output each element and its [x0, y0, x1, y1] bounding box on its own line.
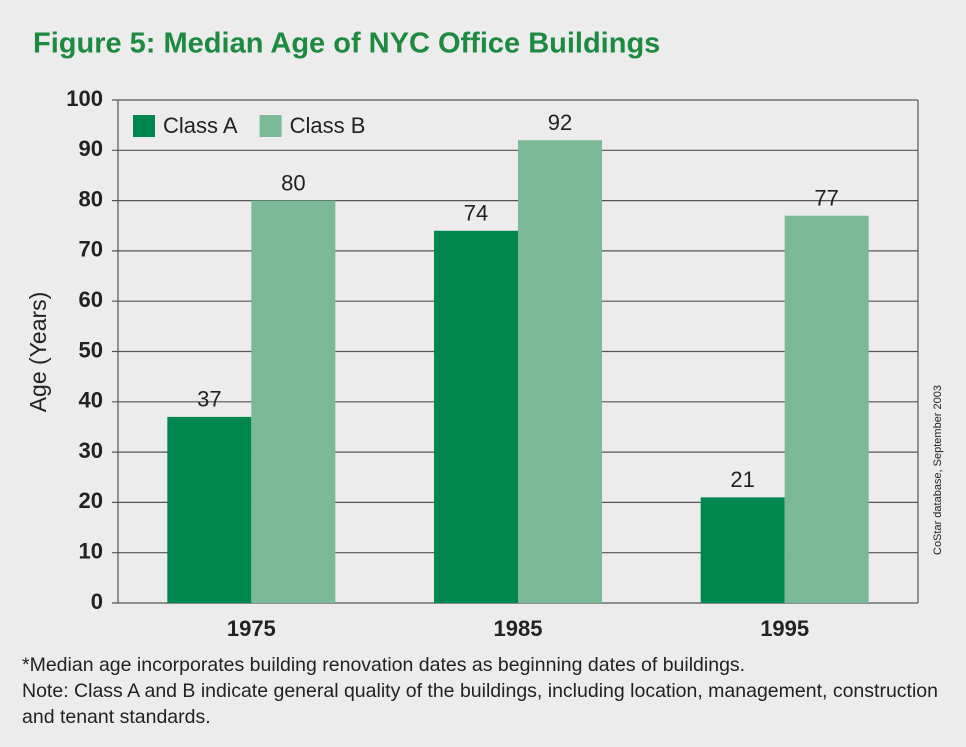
- source-note: CoStar database, September 2003: [932, 385, 944, 555]
- y-tick-label: 70: [79, 237, 103, 262]
- notes: *Median age incorporates building renova…: [22, 652, 957, 730]
- bar: [167, 416, 252, 603]
- y-tick-label: 0: [91, 589, 103, 614]
- data-label: 74: [464, 201, 488, 226]
- bar: [518, 140, 602, 604]
- y-tick-label: 20: [79, 488, 103, 513]
- bar: [784, 215, 869, 603]
- y-tick-label: 80: [79, 186, 103, 211]
- y-tick-label: 100: [66, 86, 103, 111]
- y-tick-label: 90: [79, 136, 103, 161]
- y-tick-label: 40: [79, 388, 103, 413]
- y-tick-label: 60: [79, 287, 103, 312]
- bar: [251, 200, 336, 603]
- note: Note: Class A and B indicate general qua…: [22, 680, 938, 728]
- x-tick-label: 1985: [494, 616, 543, 641]
- y-tick-label: 50: [79, 337, 103, 362]
- legend-label: Class B: [290, 113, 366, 138]
- y-tick-label: 10: [79, 539, 103, 564]
- x-tick-label: 1995: [760, 616, 809, 641]
- data-label: 92: [548, 110, 572, 135]
- chart-title: Figure 5: Median Age of NYC Office Build…: [33, 28, 660, 60]
- data-label: 80: [281, 170, 305, 195]
- legend-swatch: [133, 115, 155, 137]
- chart: Figure 5: Median Age of NYC Office Build…: [25, 28, 944, 641]
- data-label: 37: [197, 387, 221, 412]
- y-tick-label: 30: [79, 438, 103, 463]
- legend-label: Class A: [163, 113, 238, 138]
- data-label: 21: [730, 467, 754, 492]
- legend-swatch: [259, 115, 282, 137]
- bar: [700, 497, 785, 603]
- bar: [434, 230, 518, 603]
- x-tick-label: 1975: [227, 616, 276, 641]
- note: *Median age incorporates building renova…: [22, 654, 746, 676]
- y-axis-label: Age (Years): [25, 292, 51, 413]
- data-label: 77: [814, 186, 838, 211]
